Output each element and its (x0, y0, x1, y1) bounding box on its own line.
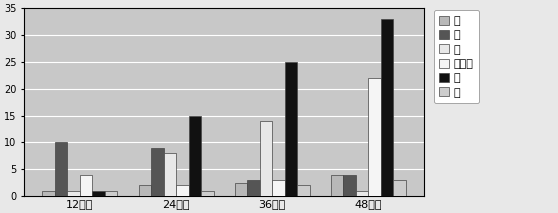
Bar (260, 121, 272, 196)
Bar (381, 19, 393, 196)
Bar (285, 62, 297, 196)
Bar (272, 180, 285, 196)
Bar (247, 180, 260, 196)
Legend: 氮, 磷, 钾, 有机物, 水, 盐: 氮, 磷, 钾, 有机物, 水, 盐 (434, 10, 479, 103)
Bar (42, 191, 55, 196)
Bar (297, 185, 310, 196)
Bar (331, 175, 343, 196)
Bar (189, 115, 201, 196)
Bar (68, 191, 80, 196)
Bar (343, 175, 356, 196)
Bar (235, 183, 247, 196)
Bar (151, 148, 163, 196)
Bar (93, 191, 105, 196)
Bar (356, 191, 368, 196)
Bar (55, 142, 68, 196)
Bar (176, 185, 189, 196)
Bar (201, 191, 214, 196)
Bar (138, 185, 151, 196)
Bar (80, 175, 93, 196)
Bar (393, 180, 406, 196)
Bar (368, 78, 381, 196)
Bar (163, 153, 176, 196)
Bar (105, 191, 118, 196)
